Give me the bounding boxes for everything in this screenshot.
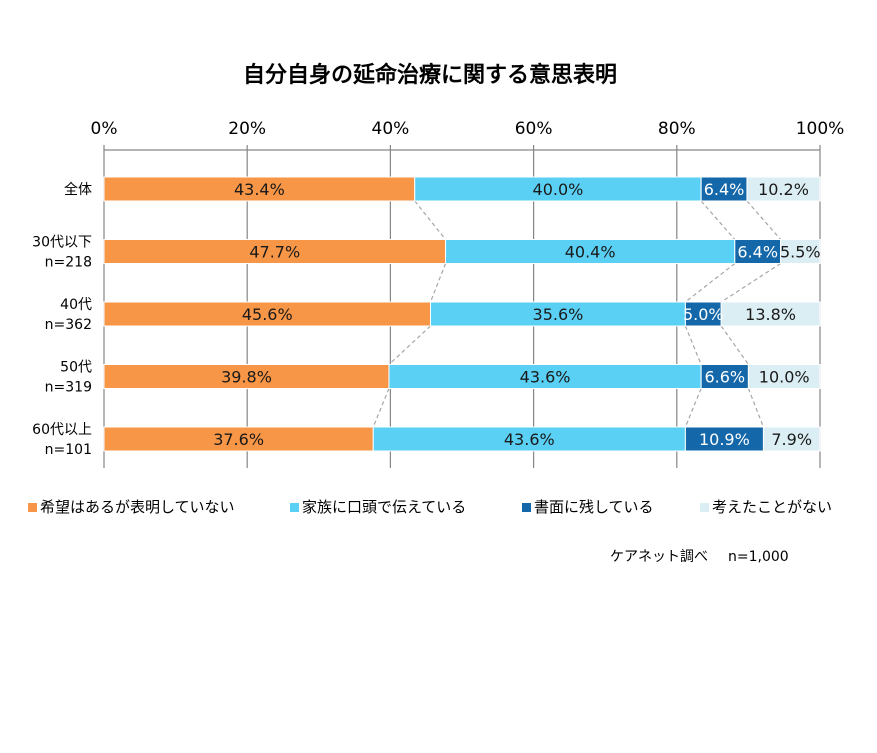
connector-line	[684, 325, 702, 365]
category-sample-size: n=101	[45, 442, 92, 458]
category-label: 60代以上	[32, 422, 92, 438]
series-connector-lines	[372, 200, 782, 428]
legend-label: 希望はあるが表明していない	[40, 498, 235, 516]
legend-label: 家族に口頭で伝えている	[302, 498, 466, 516]
data-label: 5.0%	[683, 305, 724, 324]
connector-line	[720, 262, 781, 303]
data-labels: 43.4% 40.0% 6.4% 10.2%47.7% 40.4% 6.4% 5.5%45.…	[213, 180, 820, 449]
chart-title: 自分自身の延命治療に関する意思表明	[243, 62, 617, 88]
x-tick-label: 20%	[228, 119, 266, 139]
bar-segment	[388, 364, 702, 389]
source-note: ケアネット調べ n=1,000	[610, 546, 809, 566]
legend: 希望はあるが表明していない 家族に口頭で伝えている 書面に残している 考えたことがない	[28, 498, 832, 516]
category-label: 30代以下	[32, 235, 92, 251]
bar-segment	[445, 239, 736, 264]
bar-segment	[720, 301, 821, 327]
data-label: 43.4%	[234, 180, 285, 199]
connector-line	[700, 200, 736, 240]
bar-segment	[372, 426, 686, 452]
data-label: 10.9%	[699, 430, 750, 449]
data-label: 7.9%	[771, 430, 812, 449]
legend-swatch	[290, 503, 299, 512]
data-label: 37.6%	[213, 430, 264, 449]
x-tick-label: 100%	[796, 119, 845, 139]
category-labels: 全体 30代以下 n=218 40代 n=362 50代 n=319 60代以上 n=101	[32, 181, 92, 458]
bar-segment	[103, 364, 390, 389]
connector-line	[388, 325, 431, 365]
data-label: 47.7%	[249, 243, 300, 262]
bar-segment	[762, 426, 821, 452]
x-axis-tick-labels: 0% 20% 40% 60% 80% 100%	[91, 119, 845, 139]
category-sample-size: n=362	[45, 317, 92, 333]
legend-label: 書面に残している	[534, 498, 654, 516]
legend-swatch	[700, 503, 709, 512]
bars	[103, 176, 821, 452]
connector-line	[414, 200, 447, 240]
sample-size: n=1,000	[728, 549, 789, 565]
bar-segment	[414, 176, 702, 202]
data-label: 13.8%	[745, 305, 796, 324]
data-label: 39.8%	[221, 368, 272, 387]
legend-swatch	[28, 503, 37, 512]
data-label: 5.5%	[780, 243, 821, 262]
data-label: 43.6%	[504, 430, 555, 449]
data-label: 10.2%	[758, 180, 809, 199]
data-label: 6.6%	[704, 368, 745, 387]
connector-line	[372, 388, 390, 428]
x-tick-label: 60%	[515, 119, 553, 139]
category-label: 全体	[64, 181, 92, 198]
bar-segment	[746, 176, 821, 202]
category-sample-size: n=218	[45, 255, 92, 271]
bar-segment	[780, 239, 821, 264]
connector-line	[684, 388, 702, 428]
data-label: 43.6%	[520, 368, 571, 387]
connector-line	[746, 200, 782, 240]
category-sample-size: n=319	[45, 380, 92, 396]
source-text: ケアネット調べ	[610, 549, 708, 565]
data-label: 6.4%	[737, 243, 778, 262]
data-label: 40.4%	[565, 243, 616, 262]
connector-line	[747, 388, 764, 428]
legend-label: 考えたことがない	[712, 498, 832, 516]
x-tick-label: 80%	[658, 119, 696, 139]
bar-segment	[684, 426, 764, 452]
connector-line	[429, 263, 447, 303]
bar-segment	[747, 364, 821, 389]
category-label: 50代	[60, 360, 92, 376]
data-label: 10.0%	[759, 368, 810, 387]
x-tick-label: 40%	[372, 119, 410, 139]
data-label: 35.6%	[533, 305, 584, 324]
data-label: 6.4%	[704, 180, 745, 199]
data-label: 45.6%	[242, 305, 293, 324]
connector-line	[685, 263, 736, 303]
legend-swatch	[522, 503, 531, 512]
connector-line	[720, 325, 749, 365]
bar-segment	[700, 364, 749, 389]
category-label: 40代	[60, 297, 92, 313]
x-tick-label: 0%	[91, 119, 118, 139]
bar-segment	[429, 301, 686, 327]
data-label: 40.0%	[533, 180, 584, 199]
bar-segment	[103, 426, 374, 452]
